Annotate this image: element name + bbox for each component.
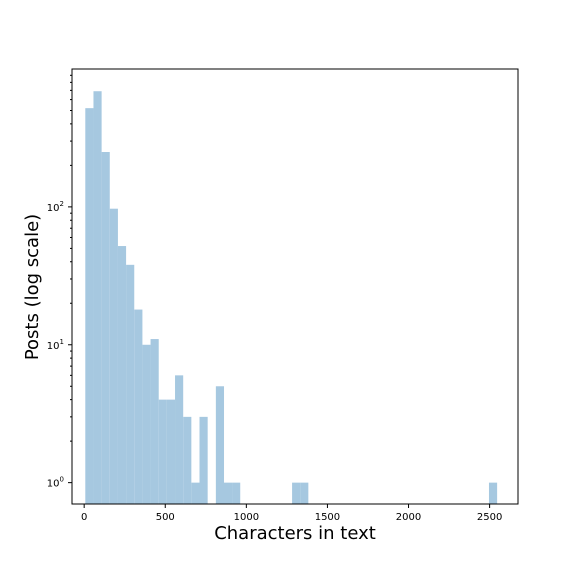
histogram-bar-1	[93, 91, 102, 504]
histogram-bar-14	[199, 416, 208, 504]
histogram-bar-19	[300, 482, 309, 504]
histogram-bars	[85, 91, 498, 505]
x-axis-label: Characters in text	[214, 523, 376, 544]
histogram-bar-9	[158, 399, 167, 504]
y-axis-label: Posts (log scale)	[22, 214, 43, 360]
y-tick-label: 101	[47, 338, 64, 352]
histogram-bar-10	[166, 399, 176, 504]
histogram-bar-2	[101, 152, 110, 504]
histogram-bar-11	[175, 375, 184, 504]
x-tick-label: 1000	[234, 512, 259, 523]
histogram-bar-12	[183, 416, 192, 504]
x-tick-label: 0	[81, 512, 87, 523]
x-axis-ticks: 0 500 1000 1500 2000 2500	[81, 504, 502, 523]
y-tick-label: 100	[47, 476, 64, 490]
x-tick-label: 2000	[396, 512, 421, 523]
histogram-bar-20	[488, 482, 498, 504]
histogram-bar-5	[126, 264, 135, 504]
x-tick-label: 2500	[477, 512, 502, 523]
histogram-bar-16	[223, 482, 233, 504]
histogram-bar-3	[109, 208, 118, 504]
histogram-bar-6	[134, 309, 143, 504]
y-axis-ticks: 100 101 102	[47, 74, 72, 490]
plot-frame	[71, 68, 519, 505]
histogram-bar-4	[117, 246, 127, 505]
histogram-bar-17	[232, 482, 241, 504]
histogram-bar-7	[142, 344, 151, 504]
histogram-bar-8	[150, 339, 159, 504]
histogram-bar-0	[85, 108, 94, 504]
histogram-bar-13	[191, 482, 200, 504]
histogram-bar-18	[292, 482, 301, 504]
y-tick-label: 102	[47, 200, 64, 214]
x-tick-label: 1500	[315, 512, 340, 523]
histogram-bar-15	[215, 386, 225, 504]
x-tick-label: 500	[156, 512, 175, 523]
